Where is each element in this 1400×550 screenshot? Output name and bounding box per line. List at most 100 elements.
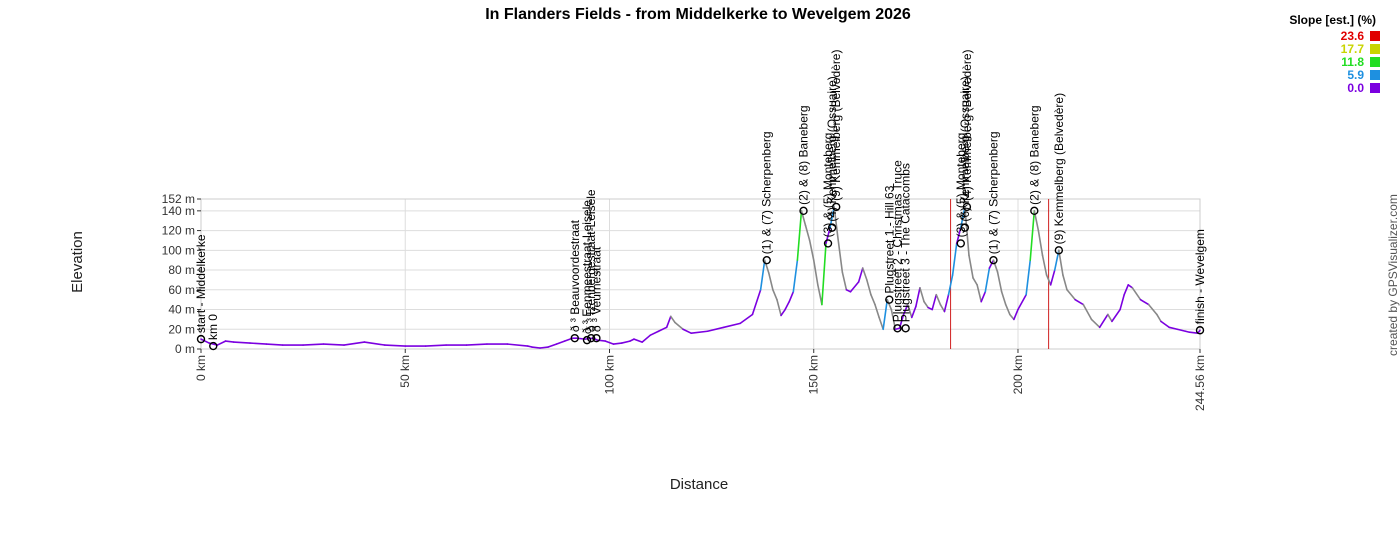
profile-segment	[837, 239, 844, 273]
waypoint-circle	[893, 324, 902, 333]
profile-segment	[976, 284, 983, 303]
profile-segment	[584, 337, 594, 340]
profile-segment	[939, 303, 946, 313]
profile-segment	[886, 298, 893, 311]
waypoint-label: (9) Kemmelberg (Belvedère)	[1052, 93, 1066, 244]
profile-segment	[955, 226, 962, 245]
profile-segment	[849, 281, 860, 293]
profile-segment	[1168, 326, 1179, 331]
legend-entry-label: 5.9	[1347, 68, 1364, 82]
waypoint-label: finish - Wevelgem	[1193, 229, 1207, 324]
profile-segment	[915, 287, 921, 308]
profile-segment	[1123, 284, 1130, 296]
profile-segment	[1156, 313, 1162, 323]
y-tick-label: 0 m	[175, 342, 195, 356]
profile-segment	[817, 284, 823, 306]
profile-segment	[669, 315, 676, 324]
waypoint-label: (2) & (8) Baneberg	[1027, 105, 1041, 204]
profile-segment	[874, 303, 880, 319]
legend-swatch	[1370, 44, 1380, 54]
profile-segment	[1013, 308, 1019, 321]
profile-segment	[216, 340, 227, 346]
waypoint-circle	[592, 333, 601, 343]
profile-segment	[796, 210, 803, 261]
legend-swatch	[1370, 83, 1380, 93]
profile-segment	[1111, 308, 1121, 323]
profile-segment	[723, 322, 742, 329]
profile-segment	[943, 293, 950, 313]
waypoint-label: Plugstreet 3 - The Catacombs	[899, 163, 913, 322]
slope-legend: Slope [est.] (%) 23.617.711.85.90.0	[1289, 13, 1380, 95]
waypoint-circle	[209, 341, 218, 351]
profile-segment	[902, 303, 909, 316]
profile-segment	[1074, 298, 1085, 306]
profile-segment	[620, 340, 631, 344]
waypoint-circle	[962, 202, 972, 212]
profile-segment	[1025, 259, 1032, 296]
profile-segment	[751, 288, 762, 316]
legend-entry-label: 17.7	[1341, 42, 1365, 56]
profile-segment	[1160, 320, 1170, 329]
profile-segment	[633, 338, 643, 343]
profile-segment	[1017, 293, 1027, 311]
profile-segment	[792, 259, 799, 293]
profile-segment	[690, 330, 709, 335]
profile-segment	[1062, 274, 1068, 291]
profile-segment	[972, 277, 978, 286]
credit-text: created by GPSVisualizer.com	[1386, 194, 1400, 356]
profile-segment	[641, 334, 652, 343]
profile-segment	[547, 343, 558, 348]
profile-segment	[906, 303, 913, 319]
waypoint-circle	[582, 335, 592, 345]
x-tick-label: 50 km	[398, 355, 412, 388]
profile-segment	[788, 290, 795, 303]
profile-segment	[767, 272, 774, 291]
waypoint-label: ð ³ Beauvoordestraat	[568, 219, 582, 332]
y-tick-label: 60 m	[168, 283, 195, 297]
legend-title: Slope [est.] (%)	[1289, 13, 1376, 27]
profile-segment	[665, 315, 672, 329]
profile-segment	[531, 346, 541, 349]
profile-segment	[947, 274, 954, 296]
profile-segment	[1041, 254, 1048, 276]
profile-segment	[657, 326, 668, 333]
waypoint-label: (1) & (7) Scherpenberg	[986, 131, 1000, 254]
profile-segment	[833, 206, 840, 242]
profile-segment	[759, 259, 766, 291]
distance-markers	[950, 199, 1050, 349]
x-tick-label: 150 km	[807, 355, 821, 394]
profile-segment	[910, 305, 917, 319]
waypoint-circle	[586, 333, 596, 343]
x-axis-ticks: 0 km 50 km 100 km 150 km 200 km 244.56 km	[194, 349, 1207, 411]
profile-segment	[249, 342, 268, 345]
legend-swatch	[1370, 57, 1380, 67]
waypoint-circle	[989, 255, 998, 265]
waypoint-label: Plugstreet 2 - Christmas Truce	[890, 160, 904, 322]
profile-segment	[1037, 229, 1044, 257]
legend-entry-label: 23.6	[1341, 29, 1365, 43]
waypoint-circle	[196, 334, 206, 344]
profile-segment	[1004, 303, 1011, 316]
profile-segment	[992, 259, 999, 273]
legend-entry-label: 11.8	[1341, 55, 1364, 69]
waypoint-label: (3) & (5) Monteberg	[954, 133, 968, 238]
waypoint-label: (6) Kemmelberg (Ossuaire)	[958, 76, 972, 221]
profile-segment	[804, 224, 811, 242]
profile-segment	[465, 343, 488, 346]
profile-segment	[706, 326, 725, 333]
waypoint-circle	[885, 295, 894, 304]
profile-segment	[682, 328, 692, 335]
waypoint-circle	[901, 324, 910, 333]
profile-segment	[923, 300, 929, 309]
profile-segment	[1127, 284, 1134, 289]
profile-segment	[1147, 303, 1158, 316]
waypoint-circle	[799, 206, 808, 216]
profile-segment	[784, 300, 791, 311]
profile-segment	[866, 279, 872, 296]
profile-segment	[200, 338, 210, 344]
x-tick-label: 244.56 km	[1193, 355, 1207, 411]
profile-segment	[1176, 328, 1187, 333]
y-tick-label: 120 m	[162, 224, 195, 238]
